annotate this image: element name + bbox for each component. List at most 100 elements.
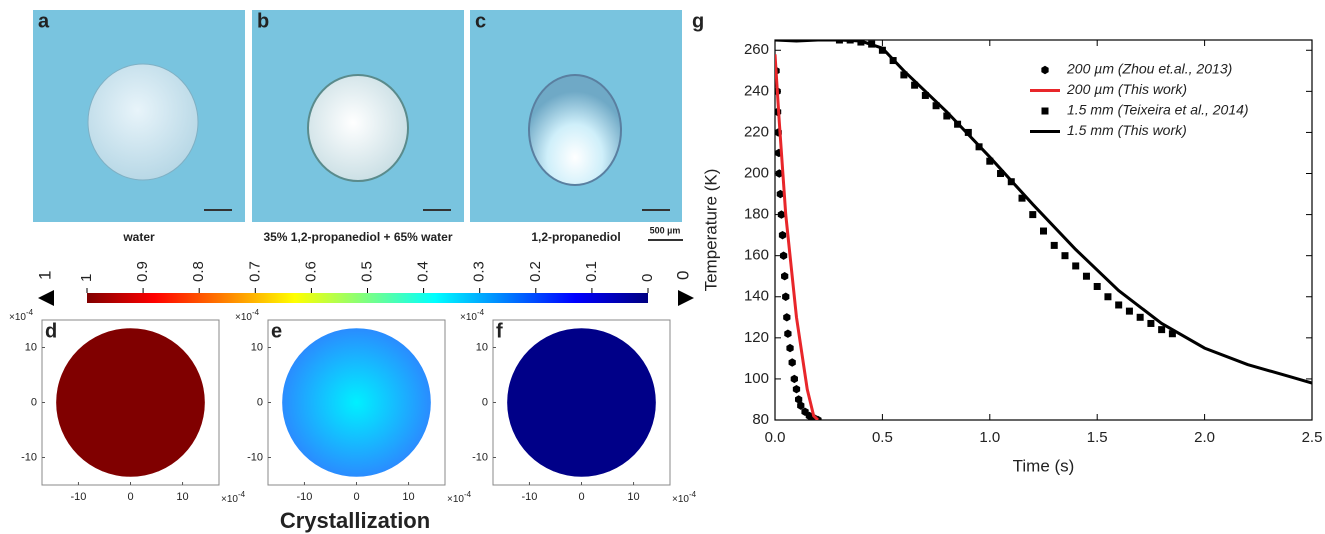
exponent-power: -4 [477, 308, 485, 317]
data-point [781, 272, 789, 281]
data-point [857, 40, 865, 46]
data-line [775, 40, 1312, 385]
exponent-power: -4 [252, 308, 260, 317]
x-axis-label: Time (s) [1013, 456, 1075, 475]
droplet [528, 74, 622, 186]
data-point [997, 170, 1005, 178]
data-point [790, 374, 798, 384]
y-tick-label: 180 [744, 206, 769, 223]
x-tick-label: 0 [353, 491, 359, 503]
plot-area [775, 40, 1312, 420]
panel-letter: d [45, 320, 57, 342]
y-tick-label: 100 [744, 370, 769, 387]
y-tick-label: 10 [476, 341, 488, 353]
exponent-base: ×10 [9, 312, 26, 323]
x-tick-label: 1.0 [979, 429, 1000, 446]
y-tick-label: 10 [25, 341, 37, 353]
data-point [1093, 282, 1101, 290]
data-point [1018, 194, 1026, 202]
data-point [786, 343, 794, 353]
x-tick-label: -10 [70, 491, 86, 503]
data-point [1158, 326, 1166, 334]
axis-exponent: ×10-4 [221, 490, 246, 505]
x-tick-label: 2.0 [1194, 429, 1215, 446]
data-point [1041, 107, 1049, 115]
maps-label: Crystallization [280, 508, 430, 533]
data-point [778, 230, 787, 240]
colorbar-tick-label: 0.1 [583, 261, 600, 282]
data-point [1050, 241, 1058, 249]
panel-letter: b [257, 10, 269, 32]
panel-letter: e [271, 320, 282, 342]
data-point [779, 251, 788, 260]
x-tick-label: 10 [402, 491, 414, 503]
data-line [775, 54, 819, 420]
data-point [1147, 319, 1155, 327]
exponent-power: -4 [238, 490, 246, 499]
legend-label: 200 µm (Zhou et.al., 2013) [1066, 61, 1232, 77]
x-tick-label: 0 [127, 491, 133, 503]
panel-letter: a [38, 10, 50, 32]
data-point [900, 71, 908, 79]
panel-letter: c [475, 10, 486, 32]
data-point [784, 329, 792, 338]
exponent-power: -4 [689, 490, 697, 499]
y-tick-label: 200 [744, 164, 769, 181]
x-tick-label: -10 [296, 491, 312, 503]
colorbar-end-label: 0 [673, 271, 692, 280]
colorbar-tick-label: 0.3 [471, 261, 488, 282]
photo-panels: 500 µm [33, 10, 683, 241]
data-point [775, 169, 783, 178]
data-point [797, 401, 805, 410]
colorbar-tick-label: 0.4 [415, 261, 432, 282]
y-tick-label: 220 [744, 123, 769, 140]
colorbar-tick-label: 0.9 [134, 261, 151, 282]
colorbar-tick-label: 0 [639, 274, 656, 282]
data-point [1082, 272, 1090, 280]
droplet [87, 63, 199, 181]
y-tick-label: 160 [744, 247, 769, 264]
y-tick-label: -10 [21, 451, 37, 463]
colorbar-end [38, 290, 54, 306]
exponent-base: ×10 [235, 312, 252, 323]
x-tick-label: 0 [578, 491, 584, 503]
panel-letter: g [692, 10, 704, 32]
data-point [911, 81, 919, 89]
axis-exponent: ×10-4 [672, 490, 697, 505]
axis-exponent: ×10-4 [460, 308, 485, 323]
photo-caption: water [122, 230, 155, 244]
y-tick-label: 0 [257, 396, 263, 408]
exponent-base: ×10 [460, 312, 477, 323]
exponent-base: ×10 [221, 494, 238, 505]
data-point [1115, 301, 1123, 309]
y-tick-label: 0 [482, 396, 488, 408]
colorbar-end [678, 290, 694, 306]
x-tick-label: -10 [521, 491, 537, 503]
colorbar-tick-label: 0.6 [302, 261, 319, 282]
data-point [986, 157, 994, 165]
y-tick-label: 240 [744, 82, 769, 99]
data-point [788, 358, 796, 367]
data-point [792, 384, 801, 394]
data-point [1029, 211, 1037, 219]
data-point [1041, 65, 1049, 75]
colorbar-tick-label: 0.5 [358, 261, 375, 282]
colorbar [87, 293, 648, 303]
panel-letter: f [496, 320, 503, 342]
exponent-base: ×10 [672, 494, 689, 505]
scale-bar-label: 500 µm [650, 225, 681, 235]
y-axis-label: Temperature (K) [701, 169, 720, 292]
legend-label: 1.5 mm (This work) [1067, 122, 1187, 138]
data-point [943, 112, 951, 120]
colorbar-tick-label: 0.8 [190, 261, 207, 282]
x-tick-label: 2.5 [1302, 429, 1323, 446]
colorbar-tick-label: 0.7 [246, 261, 263, 282]
data-point [921, 91, 929, 99]
photo-caption: 1,2-propanediol [531, 230, 620, 244]
colorbar-tick-label: 1 [78, 274, 95, 282]
data-point [783, 313, 791, 322]
y-tick-label: 10 [251, 341, 263, 353]
data-point [794, 395, 803, 404]
data-point [1040, 227, 1047, 235]
droplet [307, 74, 409, 182]
